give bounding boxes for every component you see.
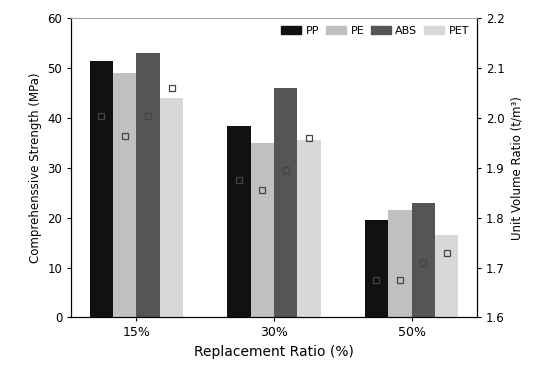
Bar: [90, 61, 113, 317]
Bar: [298, 141, 321, 317]
Bar: [435, 235, 458, 317]
Bar: [365, 220, 388, 317]
Bar: [412, 203, 435, 317]
Bar: [160, 98, 183, 317]
Y-axis label: Unit Volume Ratio (t/m³): Unit Volume Ratio (t/m³): [510, 96, 523, 240]
Legend: PP, PE, ABS, PET: PP, PE, ABS, PET: [279, 24, 471, 38]
Bar: [113, 73, 136, 317]
Bar: [250, 143, 274, 317]
Y-axis label: Comprehenssive Strength (MPa): Comprehenssive Strength (MPa): [29, 73, 42, 263]
Bar: [388, 210, 412, 317]
Bar: [227, 125, 250, 317]
Bar: [136, 53, 160, 317]
X-axis label: Replacement Ratio (%): Replacement Ratio (%): [194, 345, 354, 359]
Bar: [274, 88, 298, 317]
